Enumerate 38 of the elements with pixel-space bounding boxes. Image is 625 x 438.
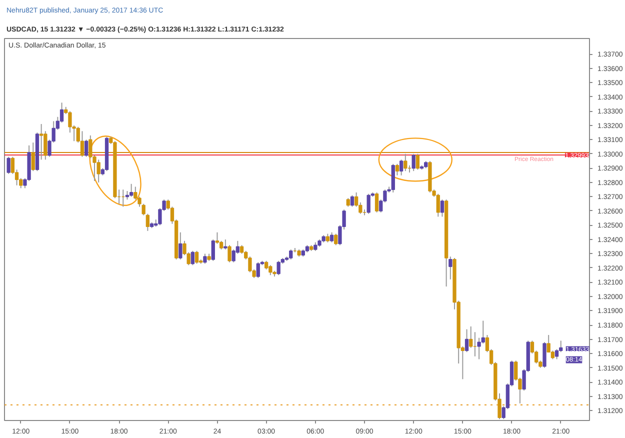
candlestick [330,232,334,243]
candlestick [404,153,408,172]
candlestick [142,203,146,216]
candlestick [554,348,559,360]
candlestick [412,153,416,172]
candlestick [96,159,100,183]
candlestick [416,153,420,170]
candlestick [146,213,150,232]
candlestick [399,159,404,176]
candlestick [203,253,207,264]
candlestick [481,320,485,344]
candlestick [440,199,444,218]
candlestick [215,232,220,244]
candlestick [366,193,370,214]
candlestick [80,130,84,158]
candlestick [395,163,400,176]
candlestick [190,250,195,266]
candlestick [469,326,473,348]
candlestick [464,328,469,353]
candlestick [88,134,92,159]
candlestick [224,238,228,250]
candlestick [350,194,354,208]
candlestick [6,156,10,174]
candlestick [436,193,440,218]
candlestick [39,124,44,160]
candlestick [31,142,35,172]
candlestick [289,248,293,260]
candlestick [276,260,280,276]
candlestick [129,183,134,198]
candlestick [334,233,338,246]
candlestick [194,250,199,264]
candlestick [374,192,379,213]
candlestick [256,262,260,278]
candlestick [84,139,88,158]
candlestick [268,264,272,276]
candlestick [178,232,182,260]
candlestick [542,342,546,368]
candlestick [134,186,138,200]
